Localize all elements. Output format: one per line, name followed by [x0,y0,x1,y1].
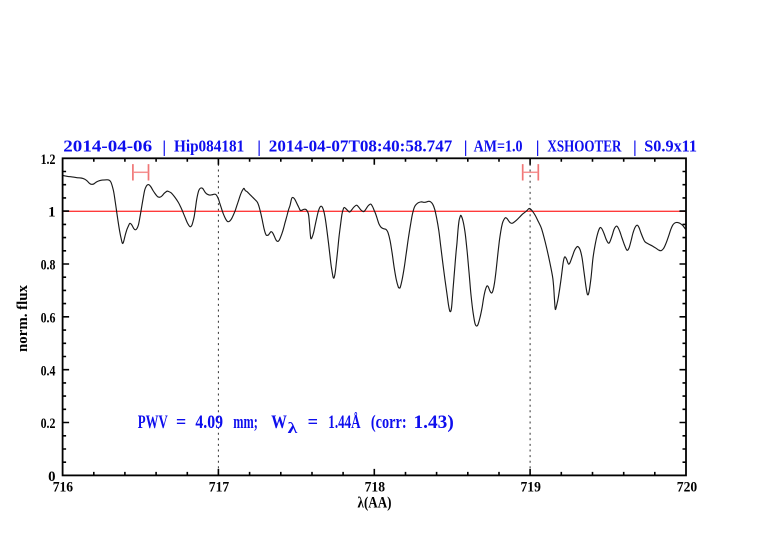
svg-text:λ: λ [288,420,298,437]
svg-text:(corr:: (corr: [371,412,407,433]
svg-text:W: W [271,412,287,433]
svg-text:720: 720 [677,480,697,496]
svg-text:=: = [176,412,186,433]
svg-text:0.2: 0.2 [41,416,56,432]
svg-text:PWV: PWV [138,412,168,433]
svg-text:AM=1.0: AM=1.0 [474,137,523,156]
svg-text:λ(AA): λ(AA) [358,494,392,511]
svg-text:=: = [308,412,318,433]
svg-text:norm. flux: norm. flux [15,285,31,352]
svg-text:|: | [162,138,166,157]
svg-text:|: | [633,138,637,157]
svg-text:717: 717 [209,480,229,496]
svg-text:719: 719 [521,480,541,496]
svg-text:0.8: 0.8 [41,258,56,274]
svg-text:1.44Å: 1.44Å [328,412,360,433]
svg-text:|: | [536,138,540,157]
svg-text:|: | [464,138,468,157]
svg-text:mm;: mm; [233,412,257,433]
svg-text:4.09: 4.09 [195,412,223,433]
svg-text:2014-04-06: 2014-04-06 [63,137,152,156]
svg-text:1: 1 [48,205,55,221]
svg-text:1.43): 1.43) [414,412,454,433]
svg-text:XSHOOTER: XSHOOTER [547,137,621,156]
svg-text:1.2: 1.2 [41,152,56,168]
svg-text:718: 718 [365,480,385,496]
svg-text:S0.9x11: S0.9x11 [644,137,697,156]
svg-text:0: 0 [48,469,55,485]
svg-text:0.6: 0.6 [41,311,56,327]
svg-text:Hip084181: Hip084181 [174,137,244,156]
svg-text:0.4: 0.4 [41,363,56,379]
svg-text:2014-04-07T08:40:58.747: 2014-04-07T08:40:58.747 [269,137,453,156]
svg-text:|: | [257,138,261,157]
svg-text:716: 716 [53,480,73,496]
